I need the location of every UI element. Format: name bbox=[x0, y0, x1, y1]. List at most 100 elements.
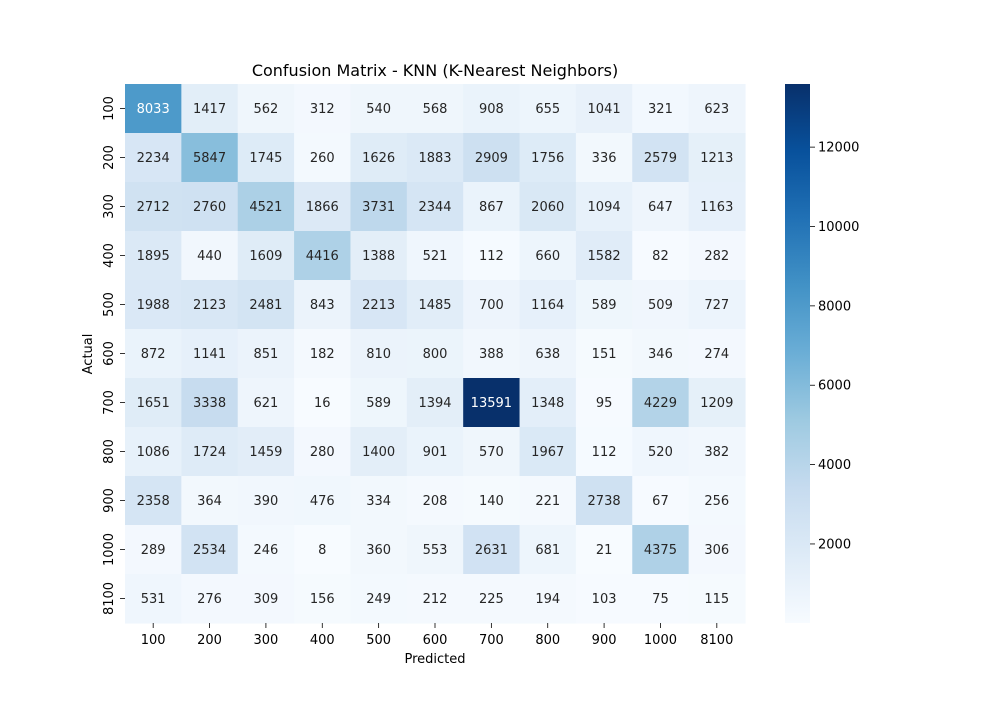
cell-value-label: 1485 bbox=[418, 298, 451, 313]
heatmap-cell bbox=[632, 525, 690, 575]
heatmap-cell bbox=[294, 182, 352, 232]
heatmap-cell bbox=[350, 378, 408, 428]
cell-value-label: 276 bbox=[197, 592, 222, 607]
cell-value-label: 872 bbox=[141, 347, 166, 362]
cell-value-label: 843 bbox=[310, 298, 335, 313]
heatmap-cell bbox=[632, 476, 690, 526]
y-tick-label: 600 bbox=[102, 341, 117, 366]
x-tick-label: 500 bbox=[366, 633, 391, 648]
cell-value-label: 2579 bbox=[644, 151, 677, 166]
y-tick-label: 300 bbox=[102, 194, 117, 219]
cell-value-label: 182 bbox=[310, 347, 335, 362]
cell-value-label: 623 bbox=[704, 102, 729, 117]
heatmap-cell bbox=[237, 182, 295, 232]
cell-value-label: 67 bbox=[652, 494, 669, 509]
cell-value-label: 570 bbox=[479, 445, 504, 460]
cell-value-label: 1400 bbox=[362, 445, 395, 460]
cell-value-label: 1883 bbox=[418, 151, 451, 166]
cell-value-label: 8 bbox=[318, 543, 326, 558]
heatmap-cell bbox=[350, 427, 408, 477]
heatmap-cell bbox=[181, 84, 239, 134]
cell-value-label: 2631 bbox=[475, 543, 508, 558]
heatmap-cell bbox=[632, 182, 690, 232]
y-axis-label: Actual bbox=[81, 334, 96, 375]
heatmap-cell bbox=[125, 574, 182, 624]
cell-value-label: 346 bbox=[648, 347, 673, 362]
cell-value-label: 112 bbox=[592, 445, 617, 460]
heatmap-cell bbox=[632, 378, 690, 428]
heatmap-cell bbox=[688, 574, 746, 624]
x-axis-label: Predicted bbox=[404, 652, 465, 667]
heatmap-cell bbox=[519, 378, 577, 428]
heatmap-cell bbox=[406, 574, 464, 624]
heatmap-cell bbox=[181, 133, 239, 183]
cell-value-label: 2213 bbox=[362, 298, 395, 313]
x-tick-label: 100 bbox=[141, 633, 166, 648]
heatmap-cell bbox=[237, 133, 295, 183]
cell-value-label: 700 bbox=[479, 298, 504, 313]
heatmap-cell bbox=[688, 476, 746, 526]
cell-value-label: 553 bbox=[423, 543, 448, 558]
colorbar-tick-label: 10000 bbox=[818, 220, 859, 235]
heatmap-cell bbox=[406, 476, 464, 526]
heatmap-cell bbox=[519, 182, 577, 232]
heatmap-cell bbox=[463, 329, 521, 379]
heatmap-cell bbox=[463, 427, 521, 477]
heatmap-cell bbox=[519, 574, 577, 624]
heatmap-cell bbox=[632, 427, 690, 477]
heatmap-cell bbox=[463, 280, 521, 330]
cell-value-label: 908 bbox=[479, 102, 504, 117]
cell-value-label: 1895 bbox=[137, 249, 170, 264]
heatmap-cell bbox=[688, 378, 746, 428]
x-axis-ticks: 100 200 300 400 500 600 700 800 900 1000 8100 bbox=[141, 623, 733, 648]
cell-value-label: 321 bbox=[648, 102, 673, 117]
cell-value-label: 867 bbox=[479, 200, 504, 215]
cell-value-label: 260 bbox=[310, 151, 335, 166]
cell-value-label: 336 bbox=[592, 151, 617, 166]
cell-value-label: 440 bbox=[197, 249, 222, 264]
heatmap-cell bbox=[406, 525, 464, 575]
heatmap-cell bbox=[350, 182, 408, 232]
cell-value-label: 246 bbox=[253, 543, 278, 558]
heatmap-cell bbox=[519, 133, 577, 183]
cell-value-label: 382 bbox=[704, 445, 729, 460]
heatmap-cell bbox=[294, 525, 352, 575]
cell-value-label: 520 bbox=[648, 445, 673, 460]
cell-value-label: 568 bbox=[423, 102, 448, 117]
colorbar-tick-label: 12000 bbox=[818, 141, 859, 156]
heatmap-cell bbox=[575, 329, 633, 379]
heatmap-cell bbox=[632, 280, 690, 330]
cell-value-label: 82 bbox=[652, 249, 669, 264]
cell-value-label: 1417 bbox=[193, 102, 226, 117]
cell-value-label: 2712 bbox=[137, 200, 170, 215]
heatmap-cell bbox=[350, 133, 408, 183]
heatmap-cell bbox=[237, 231, 295, 281]
cell-value-label: 4229 bbox=[644, 396, 677, 411]
cell-value-label: 1626 bbox=[362, 151, 395, 166]
heatmap-cell bbox=[688, 133, 746, 183]
cell-value-label: 2358 bbox=[137, 494, 170, 509]
heatmap-cell bbox=[463, 525, 521, 575]
colorbar-gradient bbox=[785, 84, 810, 623]
cell-value-label: 3731 bbox=[362, 200, 395, 215]
cell-value-label: 2123 bbox=[193, 298, 226, 313]
heatmap-cell bbox=[575, 378, 633, 428]
cell-value-label: 589 bbox=[366, 396, 391, 411]
heatmap-cell bbox=[575, 133, 633, 183]
heatmap-cell bbox=[181, 280, 239, 330]
cell-value-label: 1988 bbox=[137, 298, 170, 313]
heatmap-cell bbox=[237, 525, 295, 575]
heatmap-cell bbox=[575, 476, 633, 526]
cell-value-label: 1394 bbox=[418, 396, 451, 411]
cell-value-label: 256 bbox=[704, 494, 729, 509]
heatmap-cell bbox=[237, 280, 295, 330]
cell-value-label: 1041 bbox=[588, 102, 621, 117]
heatmap-cell bbox=[181, 574, 239, 624]
cell-value-label: 289 bbox=[141, 543, 166, 558]
cell-value-label: 1866 bbox=[306, 200, 339, 215]
cell-value-label: 360 bbox=[366, 543, 391, 558]
x-tick-label: 200 bbox=[197, 633, 222, 648]
cell-value-label: 2344 bbox=[418, 200, 451, 215]
cell-value-label: 638 bbox=[535, 347, 560, 362]
heatmap-cell bbox=[575, 280, 633, 330]
